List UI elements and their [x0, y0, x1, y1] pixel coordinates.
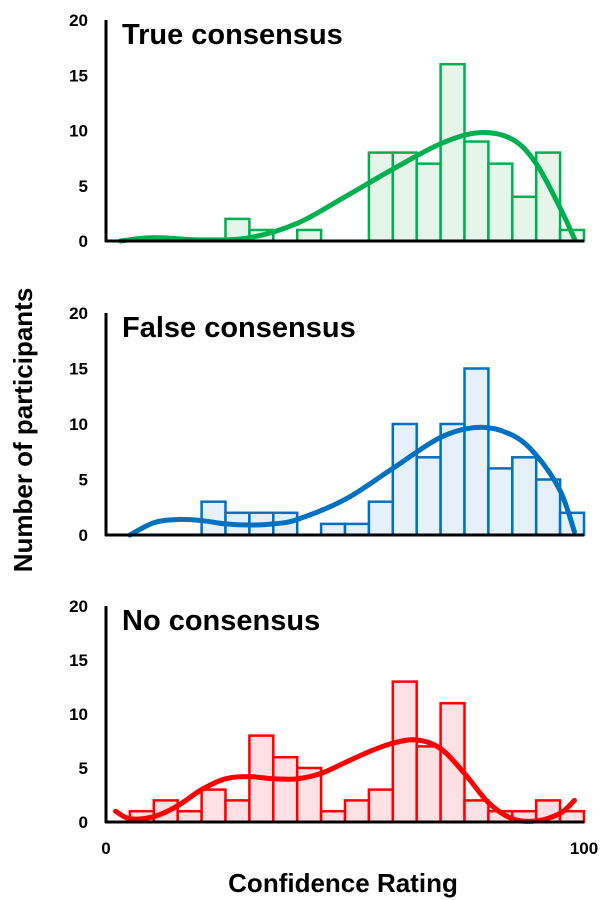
histogram-bar: [224, 799, 251, 824]
histogram-bar: [511, 195, 538, 243]
density-curve: [113, 737, 577, 824]
panel-title: True consensus: [122, 19, 343, 51]
panel-3: 0 5 10 15 20 No consensus: [69, 597, 586, 832]
y-tick-label: 5: [79, 759, 88, 778]
histogram-bar: [463, 140, 490, 243]
y-tick-label: 20: [69, 304, 88, 323]
y-tick-label: 20: [69, 597, 88, 616]
histogram-bar: [463, 799, 490, 824]
histogram-bar: [367, 151, 395, 243]
histogram-bar: [487, 162, 514, 243]
histogram-bar: [463, 367, 490, 537]
histogram-bar: [487, 467, 514, 537]
panel-2: 0 5 10 15 20 False consensus: [69, 304, 586, 545]
histogram-bar: [200, 788, 227, 824]
histogram-bar: [391, 680, 418, 824]
histogram-bar: [176, 809, 203, 824]
y-tick-label: 10: [69, 415, 88, 434]
x-tick-label: 100: [570, 839, 598, 858]
y-tick-label: 15: [69, 66, 88, 85]
y-tick-label: 5: [79, 177, 88, 196]
histogram-bar: [343, 522, 371, 537]
histogram-bar: [415, 745, 442, 824]
x-axis-label: Confidence Rating: [228, 868, 458, 898]
histogram-bar: [319, 809, 347, 824]
histogram-bar: [439, 62, 466, 243]
panel-title: No consensus: [122, 605, 320, 637]
panel-1: 0 5 10 15 20 True consensus: [69, 11, 586, 251]
histogram-bar: [295, 228, 323, 243]
y-tick-label: 0: [79, 232, 88, 251]
histogram-bar: [200, 500, 227, 537]
panel-title: False consensus: [122, 312, 356, 344]
density-curve: [127, 424, 577, 538]
histogram-bar: [415, 456, 442, 537]
y-axis-label: Number of participants: [8, 288, 38, 573]
y-tick-label: 15: [69, 360, 88, 379]
histogram-bar: [391, 422, 418, 537]
y-tick-label: 20: [69, 11, 88, 30]
histogram-bar: [439, 422, 466, 537]
histogram-bar: [343, 799, 371, 824]
y-tick-label: 0: [79, 813, 88, 832]
y-tick-label: 0: [79, 526, 88, 545]
y-tick-label: 10: [69, 705, 88, 724]
y-tick-label: 10: [69, 122, 88, 141]
histogram-bar: [272, 755, 299, 824]
histogram-bar: [319, 522, 347, 537]
histogram-bar: [367, 500, 395, 537]
histogram-bar: [511, 456, 538, 537]
histogram-bar: [415, 162, 442, 243]
x-tick-label: 0: [101, 839, 110, 858]
histogram-bar: [367, 788, 395, 824]
y-tick-label: 5: [79, 471, 88, 490]
y-tick-label: 15: [69, 651, 88, 670]
